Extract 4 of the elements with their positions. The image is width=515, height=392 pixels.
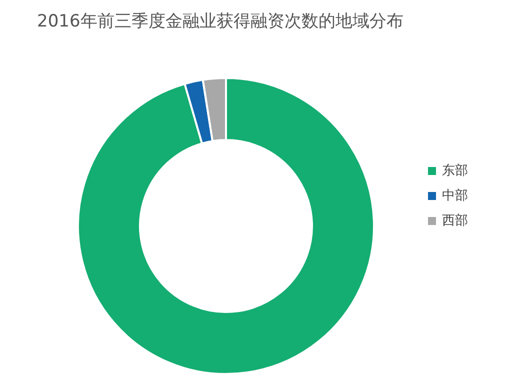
chart-title: 2016年前三季度金融业获得融资次数的地域分布 — [37, 12, 404, 32]
legend-label: 西部 — [442, 214, 468, 228]
legend-label: 中部 — [442, 188, 468, 204]
legend-label: 东部 — [442, 164, 468, 178]
